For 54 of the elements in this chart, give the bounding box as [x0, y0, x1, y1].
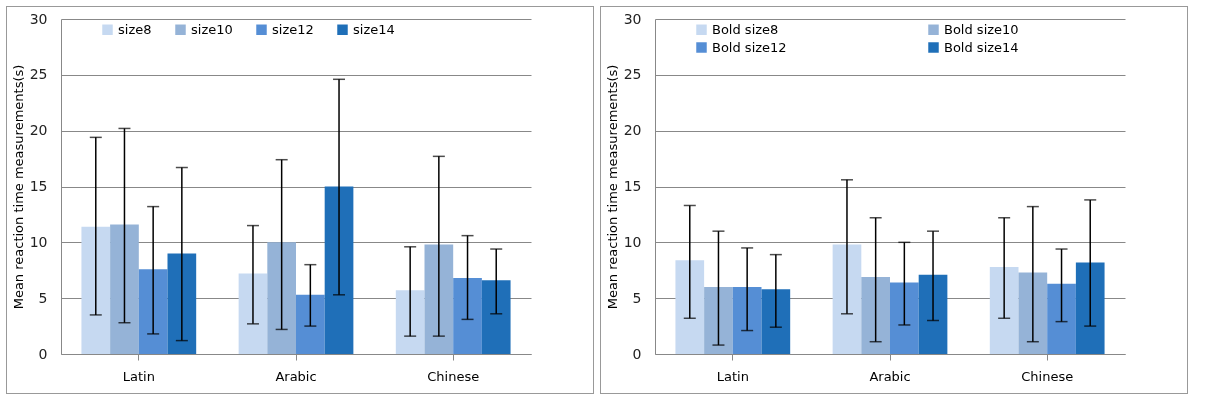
legend-label: Bold size12 [712, 39, 787, 55]
bar [918, 274, 948, 354]
bar [395, 290, 425, 354]
bar [110, 224, 139, 354]
y-tick-label: 0 [38, 345, 48, 362]
bar [424, 244, 454, 354]
x-tick-label: Arabic [275, 368, 317, 384]
legend-label: size14 [353, 21, 395, 37]
bar [167, 253, 197, 354]
x-tick-label: Chinese [427, 368, 480, 384]
y-tick-label: 10 [29, 233, 48, 250]
legend-label: Bold size10 [944, 21, 1019, 37]
bar [890, 282, 919, 354]
x-tick-label: Chinese [1021, 368, 1074, 384]
x-tick-label: Latin [122, 368, 155, 384]
bar [989, 266, 1019, 354]
bar [324, 186, 354, 354]
x-tick-label: Arabic [869, 368, 911, 384]
y-tick-label: 30 [29, 10, 48, 27]
y-tick-label: 0 [632, 345, 642, 362]
y-tick-label: 20 [623, 122, 642, 139]
y-axis-title: Mean reaction time measurements(s) [604, 64, 620, 310]
y-axis-title: Mean reaction time measurements(s) [10, 64, 26, 310]
bar [675, 260, 705, 354]
y-tick-label: 25 [29, 66, 48, 83]
bar [267, 242, 296, 354]
bar [238, 273, 268, 354]
bar [761, 289, 791, 354]
bar [481, 280, 511, 354]
bar [732, 287, 762, 354]
x-tick-label: Latin [716, 368, 749, 384]
y-tick-label: 5 [38, 289, 48, 306]
y-tick-label: 15 [29, 178, 48, 194]
legend-label: Bold size8 [712, 21, 779, 37]
y-tick-label: 25 [623, 66, 642, 83]
bar [832, 244, 862, 354]
bar [861, 276, 890, 354]
y-tick-label: 20 [29, 122, 48, 139]
legend-label: Bold size14 [944, 39, 1019, 55]
y-tick-label: 5 [632, 289, 642, 306]
bar [704, 287, 733, 354]
legend-label: size12 [272, 21, 314, 37]
legend-label: size10 [191, 21, 233, 37]
y-tick-label: 10 [623, 233, 642, 250]
bar [138, 269, 168, 354]
bar [1047, 283, 1076, 354]
y-tick-label: 15 [623, 178, 642, 194]
y-tick-label: 30 [623, 10, 642, 27]
legend-label: size8 [118, 21, 152, 37]
bar [1018, 272, 1048, 354]
bar [81, 226, 111, 354]
bar [296, 294, 325, 354]
bar [1075, 262, 1105, 354]
bar [453, 278, 482, 354]
